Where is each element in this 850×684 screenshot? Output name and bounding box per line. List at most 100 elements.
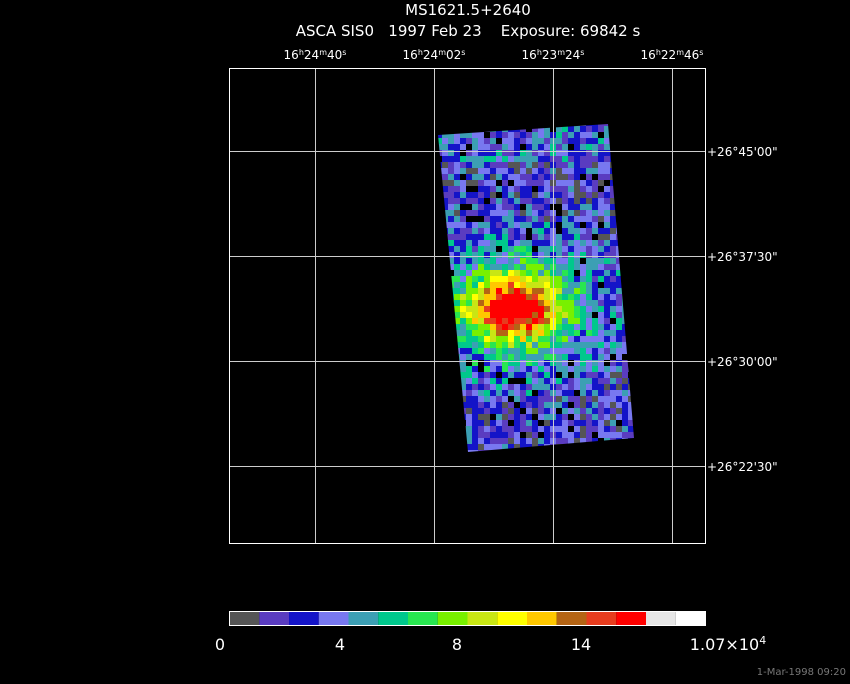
pixel [520,378,526,384]
pixel [616,408,622,414]
pixel [598,228,604,234]
pixel [478,204,484,210]
pixel [490,396,496,402]
pixel [616,402,622,408]
pixel [460,144,466,150]
pixel [460,228,466,234]
pixel [610,414,616,420]
pixel [472,420,478,426]
pixel [532,186,538,192]
pixel [448,138,454,144]
pixel [514,324,520,330]
pixel [478,438,484,444]
pixel [592,330,598,336]
pixel [580,318,586,324]
pixel [508,432,514,438]
pixel [556,186,562,192]
xray-image [438,124,634,452]
pixel [478,168,484,174]
pixel [604,210,610,216]
pixel [628,402,634,408]
pixel [490,234,496,240]
pixel [586,174,592,180]
pixel [484,420,490,426]
pixel [508,336,514,342]
pixel [460,294,466,300]
pixel [556,126,562,132]
pixel [544,300,550,306]
pixel [466,216,472,222]
pixel [526,174,532,180]
pixel [580,366,586,372]
pixel [484,216,490,222]
pixel [448,246,454,252]
pixel [520,246,526,252]
colorbar-swatch [616,611,646,625]
pixel [544,162,550,168]
pixel [556,414,562,420]
pixel [562,222,568,228]
pixel [466,186,472,192]
pixel [616,432,622,438]
pixel [532,420,538,426]
pixel [592,318,598,324]
pixel [460,384,466,390]
ra-part: h [537,48,542,57]
pixel [580,348,586,354]
pixel [484,240,490,246]
pixel [460,150,466,156]
pixel [484,234,490,240]
pixel [610,246,616,252]
pixel [586,420,592,426]
pixel [454,210,460,216]
pixel [574,414,580,420]
pixel [466,330,472,336]
pixel [520,258,526,264]
pixel [472,402,478,408]
pixel [592,432,598,438]
pixel [496,198,502,204]
pixel [538,192,544,198]
pixel [616,312,622,318]
pixel [544,144,550,150]
pixel [574,384,580,390]
pixel [532,246,538,252]
pixel [592,420,598,426]
pixel [526,210,532,216]
pixel [598,198,604,204]
pixel [478,414,484,420]
pixel [586,378,592,384]
pixel [454,174,460,180]
pixel [466,168,472,174]
pixel [496,306,502,312]
pixel [556,276,562,282]
pixel [514,360,520,366]
pixel [514,288,520,294]
pixel [562,324,568,330]
pixel [502,132,508,138]
pixel [580,168,586,174]
pixel [574,192,580,198]
pixel [460,354,466,360]
pixel [586,318,592,324]
pixel [592,198,598,204]
pixel [586,288,592,294]
pixel [508,252,514,258]
pixel [466,408,472,414]
pixel [520,408,526,414]
pixel [508,288,514,294]
pixel [604,354,610,360]
pixel [472,156,478,162]
pixel [610,342,616,348]
pixel [580,384,586,390]
pixel [460,138,466,144]
pixel [568,192,574,198]
pixel [598,138,604,144]
pixel [544,402,550,408]
pixel [502,384,508,390]
pixel [598,420,604,426]
pixel [478,306,484,312]
pixel [508,324,514,330]
pixel [556,336,562,342]
pixel [580,144,586,150]
